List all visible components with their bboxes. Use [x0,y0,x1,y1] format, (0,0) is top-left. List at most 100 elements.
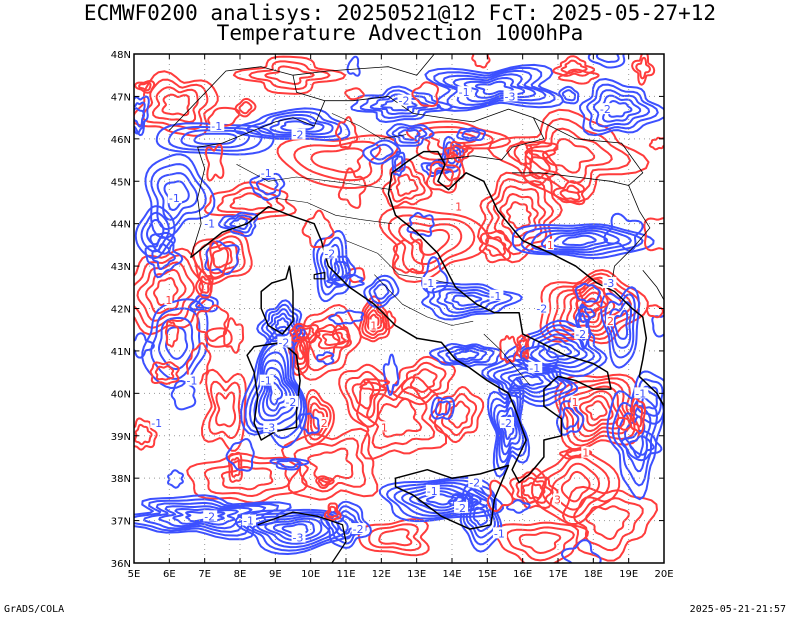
map-subtitle: Temperature Advection 1000hPa [216,21,584,45]
map-title: ECMWF0200 analisys: 20250521@12 FcT: 202… [83,1,717,25]
lon-tick-label: 12E [372,569,391,580]
warm-advection-contour [136,261,196,322]
warm-advection-contour [585,400,608,421]
contour-label-bg [457,86,472,98]
warm-advection-contour [542,138,596,174]
border-switzerland [169,66,325,131]
lat-tick-label: 46N [111,135,131,146]
axis-ticks: 5E 6E 7E 8E 9E 10E 11E 12E 13E 14E 15E 16E 17E 18E 19E… [111,50,674,580]
cold-advection-contour [574,303,592,350]
contour-label: 1 [547,239,554,252]
contour-label-bg [369,319,378,331]
cold-advection-contour [456,127,486,142]
warm-advection-contour [380,310,397,331]
cold-advection-contour [368,278,395,305]
coastline-tunisia [257,511,347,563]
cold-advection-contour [606,387,664,501]
warm-advection-contour [518,338,528,355]
warm-advection-contour [443,140,474,163]
cold-advection-contour [453,349,480,361]
warm-advection-contour [560,59,588,74]
lon-tick-label: 7E [198,569,211,580]
contour-label: 1 [165,294,172,307]
warm-advection-contour [227,451,243,483]
warm-advection-contour [201,368,247,452]
warm-advection-contour [559,184,581,201]
warm-advection-contour [152,86,199,124]
lon-tick-label: 15E [478,569,497,580]
warm-advection-contour [493,521,589,563]
cold-advection-contour [600,286,640,369]
cold-advection-contour [461,129,481,140]
warm-advection-contour [471,54,491,69]
cold-advection-contour [134,101,146,128]
cold-advection-contour [134,95,150,137]
warm-advection-contour [389,166,426,203]
cold-advection-contour [346,55,361,77]
regional-border [236,164,392,190]
contour-label: -3 [505,90,516,103]
contour-label-bg [535,302,550,314]
cold-advection-contour [269,117,325,134]
contour-label: -3 [293,532,304,545]
contour-label: 2 [321,417,328,430]
cold-advection-contour [229,217,249,230]
contour-label-bg [323,247,338,259]
contour-label: 1 [455,201,462,214]
lat-tick-label: 38N [111,474,131,485]
warm-advection-contour [382,158,433,208]
cold-advection-contour [558,85,580,105]
coastline-corsica [260,265,294,335]
regional-border [331,113,407,140]
contour-label: -2 [501,417,512,430]
cold-advection-contour [141,298,209,389]
contour-label: -2 [285,396,296,409]
regional-border [483,333,530,385]
warm-advection-contour [409,368,438,393]
cold-advection-contour [487,376,531,478]
lon-tick-label: 16E [513,569,532,580]
warm-advection-contour [318,477,331,487]
border-bosnia [512,172,629,186]
warm-advection-contour [238,101,253,115]
cold-advection-contour [425,493,457,506]
contour-label: -1 [261,167,272,180]
contour-label: -2 [204,510,215,523]
lon-tick-label: 8E [234,569,247,580]
cold-advection-contour [433,66,556,109]
contour-label-bg [210,120,225,132]
contour-label-bg [598,103,613,115]
cold-advection-contour [276,459,302,469]
warm-advection-contour [161,93,190,117]
warm-advection-contour [323,502,342,521]
warm-advection-contour [520,467,547,505]
warm-advection-contour [195,304,230,342]
cold-advection-contour [255,177,279,196]
contour-label-bg [150,417,165,429]
warm-advection-contour [411,81,439,107]
warm-advection-contour [368,523,422,552]
warm-advection-contour [366,386,436,450]
cold-advection-contour [424,63,565,112]
contour-label: -1 [261,375,272,388]
warm-advection-contour [572,277,609,314]
border-montenegro [642,270,664,301]
warm-advection-contour [203,181,297,221]
cold-advection-contour [472,506,489,526]
cold-advection-contour [248,342,303,432]
contour-label-bg [259,374,274,386]
warm-advection-contour [315,475,335,489]
warm-advection-contour [264,65,315,85]
cold-advection-contour [272,520,315,538]
cold-advection-contour [385,123,435,147]
cold-advection-contour [151,243,176,270]
cold-advection-contour [586,83,659,132]
contour-label-bg [164,294,173,306]
warm-advection-contour [230,456,241,478]
cold-advection-contour [436,288,503,314]
cold-advection-contour [233,107,351,141]
lat-tick-label: 37N [111,517,131,528]
cold-advection-contour [274,317,291,333]
lon-tick-label: 17E [548,569,567,580]
cold-advection-contour [574,282,601,303]
